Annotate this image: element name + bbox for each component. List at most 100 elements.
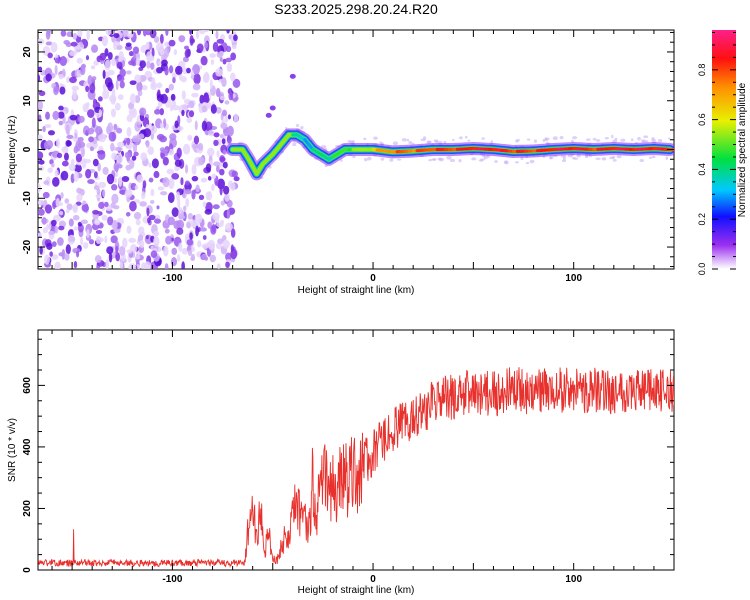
noise-blob bbox=[74, 132, 78, 139]
spectrogram-y-tick-label: -10 bbox=[22, 191, 33, 206]
ridge-speckle bbox=[438, 157, 445, 162]
noise-blob bbox=[110, 142, 115, 152]
noise-blob bbox=[42, 125, 46, 133]
noise-blob bbox=[232, 78, 241, 88]
noise-blob bbox=[63, 152, 69, 161]
noise-blob bbox=[230, 248, 238, 260]
noise-blob bbox=[209, 254, 217, 263]
noise-blob bbox=[168, 39, 176, 47]
noise-blob bbox=[186, 117, 193, 124]
noise-blob bbox=[147, 146, 154, 156]
noise-blob bbox=[176, 227, 184, 235]
noise-blob bbox=[125, 164, 132, 171]
noise-blob bbox=[85, 168, 92, 179]
noise-blob bbox=[213, 139, 219, 147]
noise-blob bbox=[68, 218, 74, 227]
noise-blob bbox=[117, 94, 124, 101]
noise-blob bbox=[75, 153, 83, 163]
noise-blob bbox=[205, 163, 212, 173]
noise-blob bbox=[106, 246, 114, 255]
noise-blob bbox=[136, 81, 143, 93]
noise-blob bbox=[60, 30, 67, 37]
noise-blob bbox=[86, 30, 90, 41]
noise-blob bbox=[76, 57, 84, 64]
noise-blob bbox=[164, 65, 169, 76]
noise-blob bbox=[65, 209, 70, 214]
ridge-speckle bbox=[434, 140, 439, 144]
noise-blob bbox=[191, 143, 200, 149]
noise-blob bbox=[226, 208, 231, 220]
noise-blob bbox=[135, 219, 141, 226]
noise-blob bbox=[77, 30, 83, 38]
noise-blob bbox=[46, 242, 53, 250]
noise-blob bbox=[215, 106, 222, 114]
noise-blob bbox=[209, 53, 216, 59]
noise-blob bbox=[121, 175, 130, 183]
noise-blob bbox=[101, 214, 108, 221]
noise-blob bbox=[114, 146, 123, 152]
noise-blob bbox=[224, 192, 230, 202]
noise-blob bbox=[221, 77, 227, 88]
ridge-speckle bbox=[452, 138, 455, 142]
noise-blob bbox=[187, 134, 193, 141]
noise-blob bbox=[78, 115, 85, 123]
ridge-speckle bbox=[665, 156, 669, 160]
noise-blob bbox=[89, 146, 94, 152]
noise-blob bbox=[91, 142, 99, 149]
noise-blob bbox=[70, 109, 75, 117]
noise-blob bbox=[230, 52, 237, 61]
noise-blob bbox=[47, 225, 52, 231]
noise-blob bbox=[53, 86, 59, 96]
snr-x-tick-label: -100 bbox=[162, 574, 182, 585]
noise-blob bbox=[122, 237, 128, 248]
noise-blob bbox=[42, 227, 49, 234]
noise-blob bbox=[186, 67, 191, 74]
noise-blob bbox=[57, 111, 65, 119]
noise-blob bbox=[221, 109, 228, 117]
ridge-speckle bbox=[592, 137, 597, 141]
noise-blob bbox=[159, 49, 165, 56]
noise-blob bbox=[229, 72, 236, 82]
noise-blob bbox=[97, 149, 106, 161]
ridge-speckle bbox=[614, 137, 618, 141]
noise-blob bbox=[160, 122, 164, 129]
isolated-blob bbox=[213, 132, 220, 138]
noise-blob bbox=[145, 141, 150, 148]
noise-blob bbox=[150, 62, 155, 70]
ridge-speckle bbox=[533, 139, 537, 143]
ridge-speckle bbox=[471, 157, 477, 161]
snr-frame bbox=[37, 329, 675, 571]
noise-blob bbox=[193, 73, 201, 85]
noise-blob bbox=[189, 232, 193, 241]
noise-blob bbox=[204, 208, 213, 215]
noise-blob bbox=[110, 108, 117, 118]
snr-x-tick-label: 100 bbox=[565, 574, 582, 585]
noise-blob bbox=[72, 214, 80, 221]
ridge-speckle bbox=[549, 157, 553, 160]
ridge-speckle bbox=[367, 156, 372, 161]
ridge-speckle bbox=[559, 135, 564, 140]
noise-blob bbox=[225, 261, 230, 269]
noise-blob bbox=[191, 175, 199, 182]
noise-blob bbox=[52, 110, 60, 121]
ridge-speckle bbox=[292, 142, 297, 145]
noise-blob bbox=[145, 235, 149, 240]
ridge-speckle bbox=[467, 139, 471, 142]
ridge-speckle bbox=[620, 138, 626, 142]
noise-blob bbox=[111, 152, 118, 161]
noise-blob bbox=[126, 114, 133, 123]
noise-blob bbox=[220, 122, 228, 130]
snr-line bbox=[38, 367, 674, 569]
noise-blob bbox=[53, 214, 61, 222]
figure-title: S233.2025.298.20.24.R20 bbox=[274, 1, 438, 17]
noise-blob bbox=[160, 191, 168, 196]
noise-blob bbox=[189, 35, 194, 46]
noise-blob bbox=[104, 77, 113, 88]
noise-blob bbox=[91, 76, 97, 81]
noise-blob bbox=[190, 69, 195, 81]
noise-blob bbox=[172, 76, 176, 84]
noise-blob bbox=[54, 57, 60, 64]
snr-x-tick-label: 0 bbox=[370, 574, 376, 585]
noise-blob bbox=[207, 239, 216, 251]
noise-blob bbox=[162, 156, 169, 166]
